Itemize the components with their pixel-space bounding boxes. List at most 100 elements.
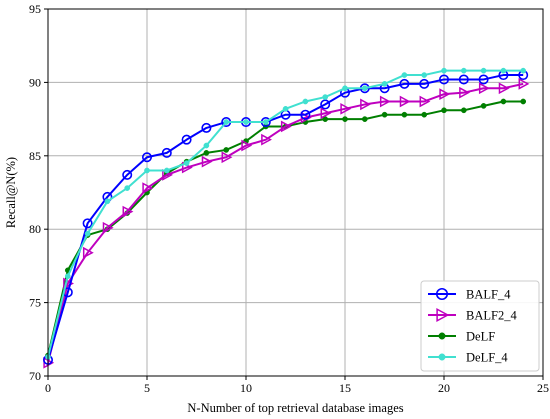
legend-item: BALF_4 xyxy=(428,288,511,302)
data-point xyxy=(439,88,451,101)
data-point xyxy=(122,205,134,218)
data-point xyxy=(183,160,190,166)
data-point xyxy=(381,81,388,87)
legend-label: DeLF_4 xyxy=(466,351,508,365)
data-point xyxy=(320,99,331,110)
data-point xyxy=(342,116,348,122)
data-point xyxy=(421,111,428,118)
series-layer xyxy=(42,67,530,369)
data-point xyxy=(142,152,153,163)
legend-label: BALF2_4 xyxy=(466,309,517,323)
data-point xyxy=(84,230,91,237)
data-point xyxy=(460,67,467,74)
data-point xyxy=(361,116,368,122)
data-point xyxy=(203,150,210,156)
data-point xyxy=(144,167,150,174)
x-tick-label: 5 xyxy=(144,381,150,395)
y-tick-label: 85 xyxy=(29,149,41,163)
data-point xyxy=(63,277,74,290)
legend-box xyxy=(420,280,540,372)
data-point xyxy=(360,98,371,111)
legend-item: DeLF xyxy=(428,330,495,344)
data-point xyxy=(300,109,311,120)
data-point xyxy=(478,82,490,95)
x-tick-label: 0 xyxy=(45,381,51,395)
data-point xyxy=(161,147,172,158)
data-point xyxy=(520,98,527,105)
data-point xyxy=(241,139,253,152)
series-line xyxy=(47,82,524,364)
data-point xyxy=(104,198,111,205)
data-point xyxy=(142,182,154,194)
data-point xyxy=(282,105,289,112)
data-point xyxy=(64,273,71,280)
data-point xyxy=(480,103,487,109)
data-point xyxy=(459,86,470,99)
data-point xyxy=(223,119,230,125)
legend-marker xyxy=(435,287,449,301)
data-point xyxy=(201,122,212,133)
data-point xyxy=(401,72,408,78)
data-point xyxy=(302,98,309,105)
data-point xyxy=(419,95,431,108)
data-point xyxy=(203,142,210,149)
data-point xyxy=(438,74,449,85)
legend-marker xyxy=(438,353,446,361)
data-point xyxy=(441,67,447,74)
data-point xyxy=(381,111,388,118)
x-tick-label: 15 xyxy=(339,381,351,395)
data-point xyxy=(342,85,348,92)
series-delf-4 xyxy=(45,67,527,360)
data-point xyxy=(201,155,213,168)
data-point xyxy=(320,107,332,120)
data-point xyxy=(458,74,469,85)
y-tick-label: 75 xyxy=(29,296,41,310)
data-point xyxy=(421,72,428,78)
data-point xyxy=(441,107,447,114)
data-point xyxy=(500,98,507,105)
data-point xyxy=(163,167,170,174)
data-point xyxy=(480,67,487,74)
data-point xyxy=(419,78,430,89)
data-point xyxy=(322,94,329,100)
legend-item: DeLF_4 xyxy=(428,351,508,365)
data-point xyxy=(498,82,510,95)
data-point xyxy=(379,95,391,108)
data-point xyxy=(82,218,93,229)
data-point xyxy=(262,119,269,125)
data-point xyxy=(280,120,292,133)
y-tick-label: 70 xyxy=(29,369,41,383)
data-point xyxy=(399,95,411,108)
data-point xyxy=(223,147,230,153)
legend-item: BALF2_4 xyxy=(428,307,517,323)
axis-ticks: 0 5 10 15 20 25 70 75 80 85 90 95 xyxy=(29,2,549,395)
x-tick-label: 25 xyxy=(537,381,549,395)
data-point xyxy=(518,78,530,90)
legend: BALF_4 BALF2_4 DeLF DeLF_4 xyxy=(420,280,540,372)
legend-marker xyxy=(438,332,446,340)
series-line xyxy=(47,74,524,361)
data-point xyxy=(261,133,272,146)
x-tick-label: 10 xyxy=(240,381,252,395)
data-point xyxy=(460,107,467,114)
series-balf-4 xyxy=(42,70,529,365)
y-tick-label: 80 xyxy=(29,222,41,236)
data-point xyxy=(361,85,368,92)
x-axis-title: N-Number of top retrieval database image… xyxy=(187,401,403,415)
legend-label: DeLF xyxy=(466,330,495,344)
data-point xyxy=(82,246,94,259)
data-point xyxy=(102,221,114,234)
y-tick-label: 90 xyxy=(29,75,41,89)
data-point xyxy=(399,78,410,89)
legend-label: BALF_4 xyxy=(466,288,511,302)
data-point xyxy=(181,134,192,145)
data-point xyxy=(221,151,233,164)
legend-marker xyxy=(436,307,450,323)
data-point xyxy=(520,67,527,74)
data-point xyxy=(243,119,249,125)
data-point xyxy=(124,185,131,191)
data-point xyxy=(478,74,489,85)
y-tick-label: 95 xyxy=(29,2,41,16)
data-point xyxy=(500,67,507,74)
